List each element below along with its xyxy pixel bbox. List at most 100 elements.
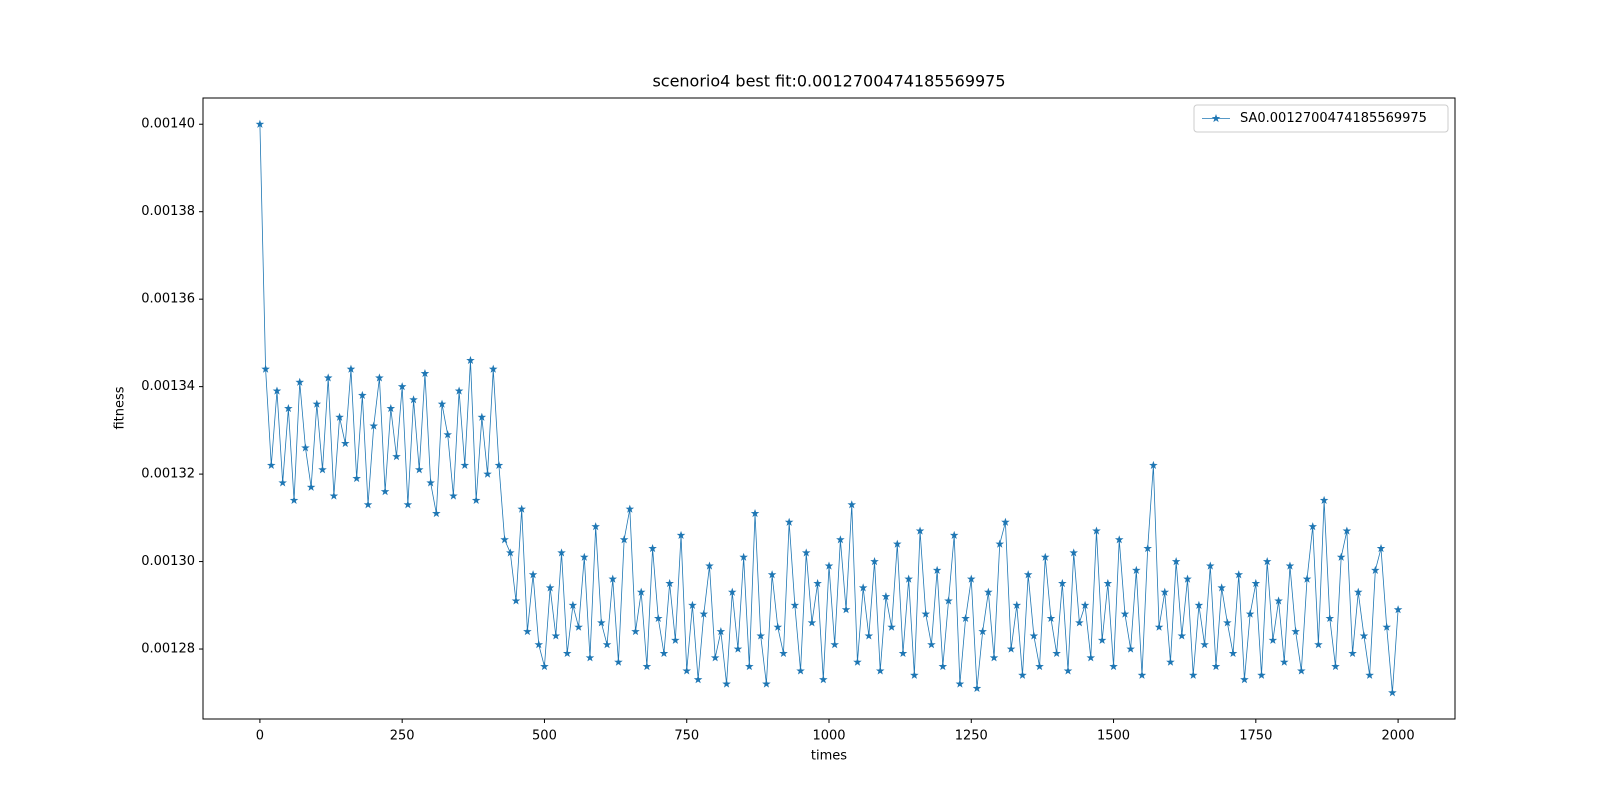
point-marker [267,460,276,469]
point-marker [824,561,834,570]
point-marker [1388,688,1397,697]
point-marker [1086,653,1096,662]
point-marker [642,662,652,671]
point-marker [1319,495,1329,504]
plot-frame [202,97,1456,720]
point-marker [295,377,305,386]
point-marker [358,390,367,400]
point-marker [1012,600,1022,609]
point-marker [1160,587,1170,596]
x-tick-label: 1000 [812,729,845,744]
y-axis-label: fitness [113,386,128,429]
point-marker [1245,609,1255,618]
x-tick-label: 250 [390,729,415,744]
legend-label: SA0.0012700474185569975 [1240,111,1427,126]
point-marker [893,539,902,548]
point-marker [682,666,692,675]
point-marker [972,683,982,693]
point-marker [784,517,794,526]
point-marker [762,679,771,688]
point-marker [1092,526,1101,535]
point-marker [1103,578,1113,588]
point-marker [1132,565,1141,574]
point-marker [699,609,709,618]
point-marker [574,622,583,631]
point-marker [915,526,925,535]
point-marker [602,640,612,649]
point-marker [352,473,361,483]
point-marker [568,600,578,609]
point-marker [756,631,765,640]
point-marker [1171,557,1181,566]
point-marker [864,631,874,640]
point-marker [528,570,538,579]
point-marker [1063,666,1073,675]
point-marker [278,478,287,487]
point-marker [1274,596,1283,605]
point-marker [1365,670,1374,679]
point-marker [597,618,606,627]
point-marker [887,622,896,631]
point-marker [779,648,788,658]
point-marker [477,412,487,421]
point-marker [1035,662,1044,671]
point-marker [403,500,413,509]
point-marker [301,443,310,452]
legend-box [1193,104,1449,133]
y-tick-label: 0.00138 [141,204,195,219]
point-marker [904,574,913,583]
point-marker [1257,670,1266,679]
point-marker [813,578,822,588]
x-tick-label: 0 [256,729,264,744]
point-marker [1353,587,1363,596]
point-marker [910,670,919,679]
point-marker [989,653,999,662]
point-marker [1251,578,1261,588]
point-marker [932,565,942,574]
point-marker [716,627,726,636]
point-marker [454,386,464,395]
point-marker [369,421,379,430]
point-marker [517,504,526,513]
point-marker [1001,517,1010,526]
x-axis-label: times [811,749,847,764]
point-marker [1075,618,1084,627]
point-marker [614,657,623,666]
point-marker [767,570,777,579]
point-marker [853,657,862,666]
point-marker [1234,570,1244,579]
point-marker [978,627,987,636]
point-marker [750,508,760,518]
point-marker [1029,631,1039,640]
point-marker [608,574,618,583]
point-marker [1348,648,1357,658]
point-marker [1069,548,1078,557]
point-marker [392,452,401,461]
point-marker [1268,635,1278,644]
point-marker [619,535,629,544]
point-marker [1114,535,1124,544]
point-marker [449,491,458,500]
point-marker [870,557,879,566]
x-tick-label: 500 [532,729,557,744]
point-marker [733,644,743,653]
point-marker [671,635,680,644]
point-marker [1143,543,1152,553]
point-marker [511,596,521,605]
point-marker [1109,662,1118,671]
point-marker [745,662,754,671]
point-marker [921,609,931,618]
point-marker [1240,675,1249,684]
point-marker [949,530,959,539]
point-marker [1382,622,1391,631]
point-marker [858,583,868,592]
point-marker [1154,622,1164,631]
point-marker [1285,561,1295,570]
point-marker [801,548,811,557]
x-tick-label: 2000 [1382,729,1415,744]
point-marker [790,600,800,609]
point-marker [676,530,686,539]
point-marker [1006,644,1016,653]
legend-marker [1211,114,1221,123]
point-marker [437,399,447,408]
